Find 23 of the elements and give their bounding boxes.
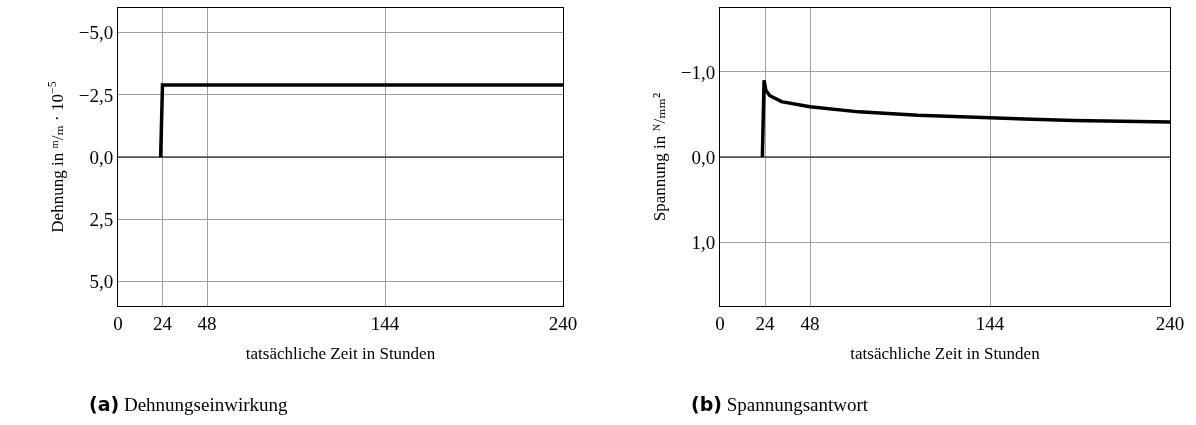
x-axis-title: tatsächliche Zeit in Stunden <box>245 344 436 364</box>
x-tick-label: 48 <box>197 312 217 334</box>
y-tick-label: 0,0 <box>89 146 114 168</box>
y-axis-title: Spannung in ᴺ/ₘₘ² <box>650 92 670 222</box>
y-tick-label: −1,0 <box>680 61 716 83</box>
y-tick-label: −2,5 <box>78 84 114 106</box>
x-tick-label: 24 <box>755 312 775 334</box>
text: (b) Spannungsantwort <box>691 393 869 415</box>
y-tick-label: 2,5 <box>89 208 114 230</box>
text: (a) Dehnungseinwirkung <box>89 393 289 415</box>
y-tick-label: 5,0 <box>89 270 114 292</box>
y-tick-label: −5,0 <box>78 22 114 44</box>
x-tick-label: 144 <box>975 312 1005 334</box>
x-tick-label: 240 <box>1155 312 1185 334</box>
y-tick-label: 1,0 <box>691 231 716 253</box>
x-tick-label: 24 <box>153 312 173 334</box>
x-tick-label: 0 <box>113 312 123 334</box>
y-tick-label: 0,0 <box>691 146 716 168</box>
x-tick-label: 0 <box>715 312 725 334</box>
x-tick-label: 240 <box>548 312 578 334</box>
x-tick-label: 48 <box>800 312 820 334</box>
x-axis-title: tatsächliche Zeit in Stunden <box>850 344 1041 364</box>
x-tick-label: 144 <box>370 312 400 334</box>
